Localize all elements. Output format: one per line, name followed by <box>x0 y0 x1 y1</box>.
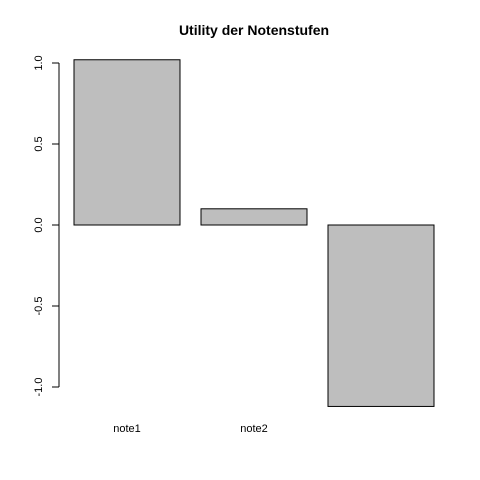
chart-title: Utility der Notenstufen <box>179 22 329 38</box>
bar <box>200 208 308 226</box>
bar <box>73 59 181 226</box>
category-label: note1 <box>113 423 141 435</box>
y-tick-label: 0.5 <box>33 136 45 151</box>
y-axis: -1.0 -0.5 0.0 0.5 1.0 <box>33 55 60 397</box>
category-labels: note1 note2 <box>113 423 268 435</box>
y-tick-label: 1.0 <box>33 55 45 70</box>
y-tick-label: -1.0 <box>33 378 45 397</box>
bar <box>327 224 435 407</box>
y-tick-label: 0.0 <box>33 217 45 232</box>
bars <box>73 59 435 407</box>
y-tick-label: -0.5 <box>33 297 45 316</box>
category-label: note2 <box>240 423 268 435</box>
